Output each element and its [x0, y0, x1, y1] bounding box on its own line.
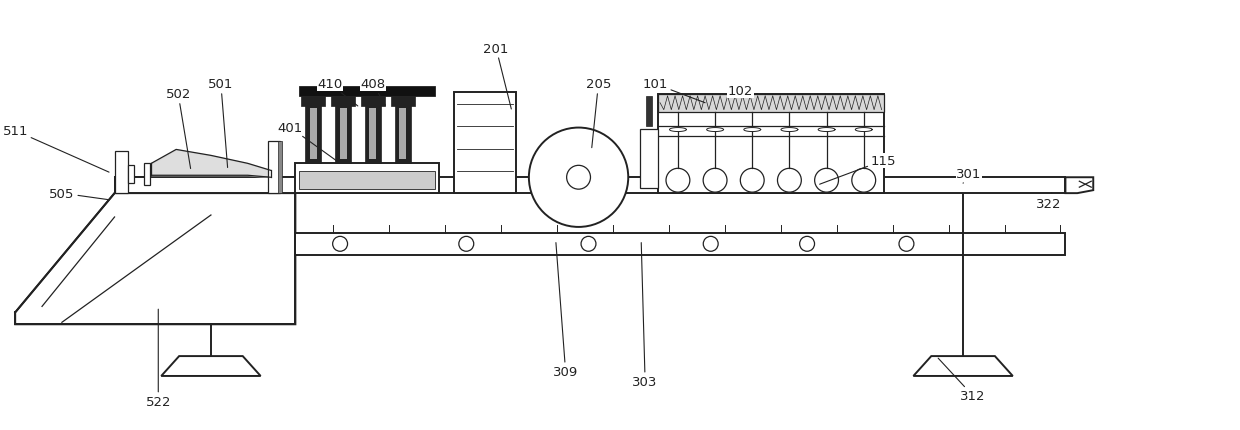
Bar [278, 142, 283, 194]
Bar [370, 108, 377, 160]
Circle shape [740, 169, 764, 193]
Text: 410: 410 [317, 78, 358, 107]
Circle shape [899, 237, 914, 252]
Text: 301: 301 [956, 167, 982, 184]
Text: 309: 309 [553, 243, 578, 378]
Text: 505: 505 [50, 187, 109, 200]
Text: 205: 205 [585, 78, 611, 148]
Polygon shape [161, 356, 260, 376]
Text: 408: 408 [361, 78, 386, 106]
Circle shape [852, 169, 875, 193]
Bar [295, 233, 1065, 255]
Bar [114, 178, 1065, 194]
Text: 101: 101 [642, 78, 706, 104]
Bar [144, 164, 150, 186]
Bar [310, 108, 316, 160]
Text: 401: 401 [278, 122, 337, 163]
Bar [361, 97, 384, 107]
Text: 201: 201 [484, 43, 511, 110]
Text: 501: 501 [208, 78, 233, 168]
Bar [129, 166, 134, 184]
Bar [394, 102, 410, 164]
Bar [301, 97, 325, 107]
Bar [391, 97, 414, 107]
Polygon shape [15, 194, 295, 325]
Bar [114, 152, 129, 194]
Bar [331, 97, 355, 107]
Bar [646, 97, 652, 126]
Bar [365, 102, 381, 164]
Circle shape [815, 169, 838, 193]
Circle shape [529, 128, 629, 227]
Bar [295, 164, 439, 194]
Text: 312: 312 [939, 358, 986, 402]
Polygon shape [1065, 178, 1094, 194]
Text: 322: 322 [1035, 194, 1061, 210]
Bar [299, 172, 435, 190]
Circle shape [777, 169, 801, 193]
Text: 303: 303 [632, 243, 658, 389]
Bar [268, 142, 280, 194]
Bar [335, 102, 351, 164]
Text: 102: 102 [728, 85, 758, 98]
Circle shape [582, 237, 596, 252]
Bar [658, 95, 884, 112]
Bar [299, 86, 435, 97]
Bar [640, 129, 658, 189]
Circle shape [459, 237, 474, 252]
Circle shape [800, 237, 815, 252]
Circle shape [703, 237, 718, 252]
Bar [658, 95, 884, 194]
Circle shape [703, 169, 727, 193]
Bar [454, 92, 516, 194]
Text: 511: 511 [2, 125, 109, 173]
Bar [114, 178, 299, 194]
Circle shape [666, 169, 689, 193]
Text: 115: 115 [820, 154, 897, 185]
Circle shape [567, 166, 590, 190]
Text: 502: 502 [165, 88, 191, 169]
Bar [340, 108, 346, 160]
Bar [305, 102, 321, 164]
Circle shape [332, 237, 347, 252]
Bar [399, 108, 407, 160]
Polygon shape [914, 356, 1013, 376]
Text: 522: 522 [145, 310, 171, 408]
